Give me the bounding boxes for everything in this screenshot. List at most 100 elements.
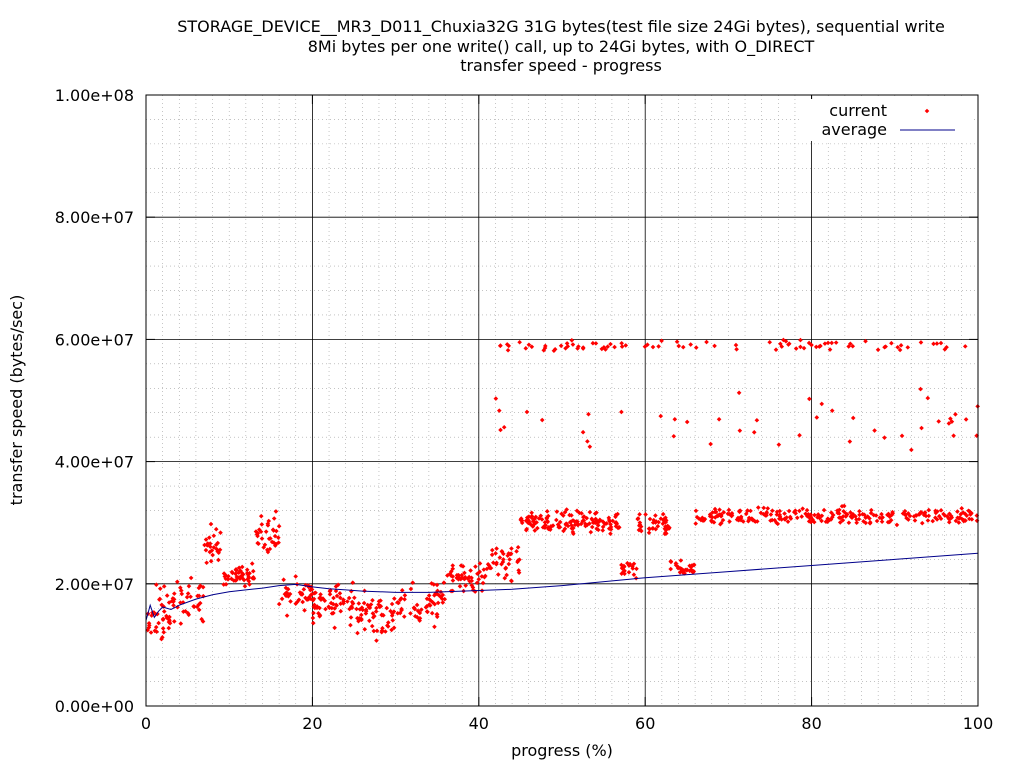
current-point bbox=[469, 578, 475, 584]
current-point bbox=[350, 580, 356, 585]
current-point bbox=[392, 596, 397, 601]
current-point bbox=[941, 511, 946, 517]
current-point bbox=[502, 575, 508, 581]
current-point bbox=[580, 429, 586, 435]
current-point bbox=[327, 605, 332, 611]
current-point bbox=[712, 343, 717, 349]
current-point bbox=[496, 408, 502, 413]
current-point bbox=[725, 511, 731, 517]
current-point bbox=[365, 602, 370, 608]
current-point bbox=[181, 609, 186, 614]
current-point bbox=[245, 577, 250, 582]
legend-label-current: current bbox=[829, 101, 887, 120]
current-point bbox=[300, 599, 305, 605]
current-point bbox=[693, 521, 699, 526]
current-point bbox=[497, 555, 503, 560]
current-point bbox=[514, 549, 519, 554]
current-point bbox=[258, 529, 264, 535]
current-point bbox=[642, 344, 648, 349]
current-point bbox=[587, 444, 593, 450]
current-point bbox=[247, 582, 252, 587]
current-point bbox=[934, 341, 940, 346]
current-point bbox=[434, 582, 440, 588]
current-point bbox=[777, 514, 783, 519]
current-point bbox=[262, 542, 268, 548]
current-point bbox=[887, 519, 892, 525]
current-point bbox=[199, 616, 204, 622]
current-point bbox=[234, 574, 240, 580]
current-point bbox=[576, 344, 581, 349]
current-point bbox=[721, 509, 727, 515]
current-point bbox=[857, 508, 862, 514]
current-point bbox=[218, 530, 223, 535]
current-point bbox=[525, 520, 531, 526]
current-point bbox=[535, 525, 540, 531]
current-point bbox=[389, 627, 394, 633]
current-point bbox=[833, 340, 839, 345]
current-point bbox=[188, 594, 193, 600]
current-point bbox=[736, 517, 742, 523]
current-point bbox=[610, 518, 616, 524]
current-point bbox=[258, 513, 264, 519]
current-point bbox=[843, 514, 849, 519]
current-point bbox=[779, 517, 784, 522]
current-point bbox=[379, 612, 385, 617]
current-point bbox=[246, 578, 252, 584]
x-tick-labels: 0 20 40 60 80 100 bbox=[141, 714, 993, 733]
current-point bbox=[625, 560, 630, 566]
current-point bbox=[489, 547, 495, 553]
current-point bbox=[718, 512, 724, 518]
current-point bbox=[869, 507, 874, 513]
current-point bbox=[302, 608, 307, 613]
current-point bbox=[312, 602, 317, 608]
current-point bbox=[357, 616, 362, 621]
current-point bbox=[253, 529, 259, 534]
current-point bbox=[441, 580, 447, 585]
current-point bbox=[447, 571, 453, 577]
current-point bbox=[157, 596, 163, 602]
current-point bbox=[663, 530, 668, 535]
current-point bbox=[529, 510, 534, 516]
current-point bbox=[594, 510, 599, 515]
current-point bbox=[427, 603, 433, 608]
current-point bbox=[911, 514, 917, 519]
current-point bbox=[273, 509, 279, 514]
current-point bbox=[823, 519, 829, 525]
current-point bbox=[266, 518, 272, 524]
current-point bbox=[526, 514, 532, 519]
current-point bbox=[149, 613, 154, 618]
current-point bbox=[933, 515, 938, 521]
current-point bbox=[536, 516, 542, 521]
current-point bbox=[148, 630, 154, 635]
current-point bbox=[507, 557, 512, 562]
x-tick-label: 40 bbox=[469, 714, 489, 733]
current-point bbox=[693, 345, 699, 350]
current-point bbox=[580, 345, 586, 350]
current-point bbox=[493, 396, 499, 401]
current-point bbox=[542, 345, 548, 351]
current-point bbox=[798, 337, 803, 343]
current-point bbox=[505, 347, 511, 353]
current-point bbox=[707, 512, 713, 517]
current-point bbox=[626, 570, 632, 575]
chart-title: STORAGE_DEVICE__MR3_D011_Chuxia32G 31G b… bbox=[177, 17, 945, 75]
legend-current-point bbox=[924, 108, 930, 114]
current-point bbox=[539, 417, 545, 423]
current-point bbox=[333, 588, 339, 594]
current-point bbox=[850, 343, 856, 349]
current-point bbox=[414, 602, 420, 608]
current-point bbox=[602, 521, 608, 527]
current-point bbox=[897, 347, 903, 353]
current-point bbox=[241, 577, 247, 583]
current-point bbox=[516, 568, 521, 573]
current-point bbox=[206, 535, 212, 540]
current-point bbox=[284, 590, 289, 595]
current-point bbox=[788, 516, 794, 521]
current-point bbox=[226, 573, 231, 579]
current-point bbox=[768, 512, 774, 517]
current-point bbox=[203, 547, 209, 553]
current-point bbox=[895, 344, 900, 350]
current-point bbox=[813, 344, 819, 350]
current-point bbox=[563, 521, 569, 527]
current-point bbox=[179, 591, 185, 597]
